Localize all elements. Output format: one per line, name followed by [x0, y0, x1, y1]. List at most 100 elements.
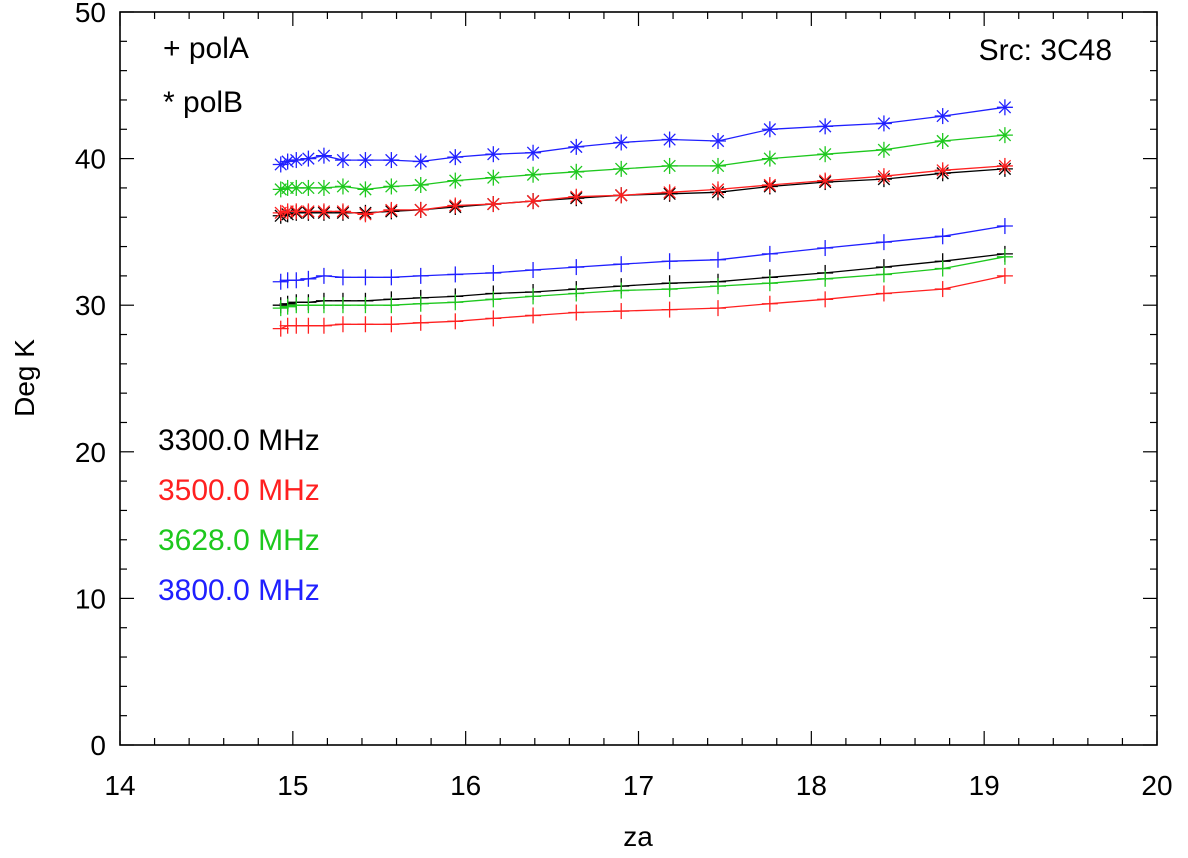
frequency-legend-entry: 3300.0 MHz [158, 424, 320, 457]
plus-marker [613, 282, 630, 299]
plus-marker [485, 310, 502, 327]
plus-marker [412, 267, 429, 284]
plus-marker [447, 313, 464, 330]
asterisk-marker [525, 166, 542, 183]
x-tick-label: 15 [277, 770, 308, 801]
plus-marker [568, 304, 585, 321]
plus-marker [661, 301, 678, 318]
asterisk-marker [817, 172, 834, 189]
plus-marker [357, 269, 374, 286]
plus-marker [661, 253, 678, 270]
asterisk-marker [334, 178, 351, 195]
plus-marker [485, 291, 502, 308]
plus-marker [710, 278, 727, 295]
asterisk-marker [272, 156, 289, 173]
marker-legend-pola: + polA [163, 32, 249, 65]
asterisk-marker [817, 118, 834, 135]
x-tick-label: 16 [450, 770, 481, 801]
asterisk-marker [485, 196, 502, 213]
plus-marker [383, 297, 400, 314]
plus-marker [875, 234, 892, 251]
y-tick-label: 50 [75, 0, 106, 28]
plus-marker [996, 218, 1013, 235]
plus-marker [485, 264, 502, 281]
asterisk-marker [279, 153, 296, 170]
asterisk-marker [710, 181, 727, 198]
asterisk-marker [525, 144, 542, 161]
plus-marker [357, 316, 374, 333]
asterisk-marker [661, 157, 678, 174]
plus-marker [568, 259, 585, 276]
asterisk-marker [996, 127, 1013, 144]
asterisk-marker [875, 115, 892, 132]
asterisk-marker [300, 179, 317, 196]
asterisk-marker [334, 152, 351, 169]
asterisk-marker [934, 162, 951, 179]
series-group [272, 99, 1013, 290]
plus-marker [613, 256, 630, 273]
plus-marker [661, 281, 678, 298]
plus-marker [334, 269, 351, 286]
plus-marker [315, 267, 332, 284]
asterisk-marker [412, 176, 429, 193]
asterisk-marker [485, 169, 502, 186]
asterisk-marker [279, 179, 296, 196]
y-tick-label: 30 [75, 290, 106, 321]
asterisk-marker [447, 197, 464, 214]
asterisk-marker [525, 193, 542, 210]
axis-tick-labels: 14 15 16 17 18 19 20 0 10 20 30 40 50 [75, 0, 1173, 801]
asterisk-marker [334, 203, 351, 220]
asterisk-marker [357, 152, 374, 169]
asterisk-marker [315, 147, 332, 164]
plus-marker [300, 317, 317, 334]
plus-marker [761, 275, 778, 292]
series-group [272, 127, 1013, 317]
asterisk-marker [412, 153, 429, 170]
asterisk-marker [613, 187, 630, 204]
plus-marker [272, 300, 289, 317]
plus-marker [300, 297, 317, 314]
plus-marker [525, 288, 542, 305]
plus-marker [934, 228, 951, 245]
plus-marker [875, 285, 892, 302]
plus-marker [525, 307, 542, 324]
asterisk-marker [761, 176, 778, 193]
asterisk-marker [568, 138, 585, 155]
plus-marker [568, 285, 585, 302]
asterisk-marker [383, 178, 400, 195]
asterisk-marker [875, 141, 892, 158]
plus-marker [412, 295, 429, 312]
asterisk-marker [710, 133, 727, 150]
asterisk-marker [357, 181, 374, 198]
plus-marker [710, 300, 727, 317]
asterisk-marker [661, 131, 678, 148]
plus-marker [447, 294, 464, 311]
y-axis-label: Deg K [9, 339, 40, 417]
asterisk-marker [996, 157, 1013, 174]
asterisk-marker [412, 201, 429, 218]
asterisk-marker [300, 203, 317, 220]
y-tick-label: 20 [75, 437, 106, 468]
plus-marker [383, 269, 400, 286]
plus-marker [996, 248, 1013, 265]
plus-marker [288, 272, 305, 289]
plus-marker [315, 317, 332, 334]
asterisk-marker [613, 134, 630, 151]
plus-marker [934, 260, 951, 277]
asterisk-marker [568, 163, 585, 180]
x-axis-label: za [623, 821, 653, 852]
asterisk-marker [661, 184, 678, 201]
y-tick-label: 40 [75, 144, 106, 175]
plus-marker [272, 320, 289, 337]
asterisk-marker [934, 133, 951, 150]
asterisk-marker [710, 157, 727, 174]
plus-marker [996, 267, 1013, 284]
plus-marker [761, 295, 778, 312]
asterisk-marker [357, 206, 374, 223]
plus-marker [300, 270, 317, 287]
plus-marker [613, 303, 630, 320]
x-tick-label: 20 [1141, 770, 1172, 801]
plus-marker [279, 298, 296, 315]
x-tick-label: 17 [623, 770, 654, 801]
